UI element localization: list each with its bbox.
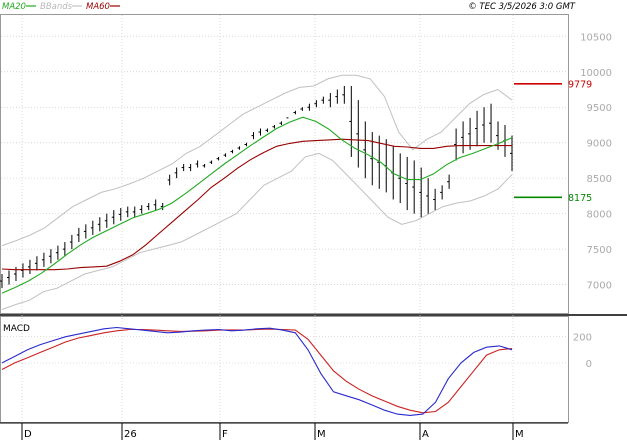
bbands-lower-line xyxy=(1,152,513,310)
target-label: 9779 xyxy=(568,79,592,90)
price-tick-label: 10000 xyxy=(580,68,612,79)
price-tick-label: 8000 xyxy=(587,210,612,221)
legend-ma20-label: MA20 xyxy=(2,2,26,12)
ma20-line xyxy=(1,116,513,294)
macd-line xyxy=(1,326,513,416)
price-tick-label: 7500 xyxy=(587,245,612,256)
bbands-lines xyxy=(1,74,513,310)
price-tick-label: 9000 xyxy=(587,139,612,150)
x-tick-label: A xyxy=(422,429,429,440)
target-annotations: 9779 8175 xyxy=(514,79,592,204)
price-bars xyxy=(0,85,513,289)
macd-tick-label: 0 xyxy=(586,359,592,370)
source-stamp: © TEC 3/5/2026 3:0 GMT xyxy=(468,2,576,12)
price-tick-label: 10500 xyxy=(580,32,612,43)
macd-title: MACD xyxy=(3,324,30,334)
macd-tick-label: 200 xyxy=(573,333,592,344)
x-tick-label: 26 xyxy=(124,429,137,440)
x-tick-label: M xyxy=(317,429,326,440)
legend: MA20 BBands MA60 xyxy=(2,2,120,12)
moving-averages xyxy=(1,116,513,294)
price-panel-frame xyxy=(0,14,569,314)
price-tick-label: 9500 xyxy=(587,103,612,114)
x-tick-label: M xyxy=(515,429,524,440)
macd-signal-line xyxy=(1,328,513,414)
bbands-upper-line xyxy=(1,74,513,247)
ma60-line xyxy=(1,138,512,271)
price-tick-label: 7000 xyxy=(587,281,612,292)
legend-ma60-label: MA60 xyxy=(86,2,110,12)
price-tick-label: 8500 xyxy=(587,174,612,185)
target-label: 8175 xyxy=(568,193,592,204)
y-axis-labels: 7000 7500 8000 8500 9000 9500 10000 10500 200 0 xyxy=(573,32,612,370)
x-tick-label: D xyxy=(24,429,32,440)
macd-lines xyxy=(1,326,513,416)
legend-bbands-label: BBands xyxy=(40,2,73,12)
x-axis-labels: D 26 F M A M xyxy=(21,423,524,440)
x-tick-label: F xyxy=(222,429,228,440)
